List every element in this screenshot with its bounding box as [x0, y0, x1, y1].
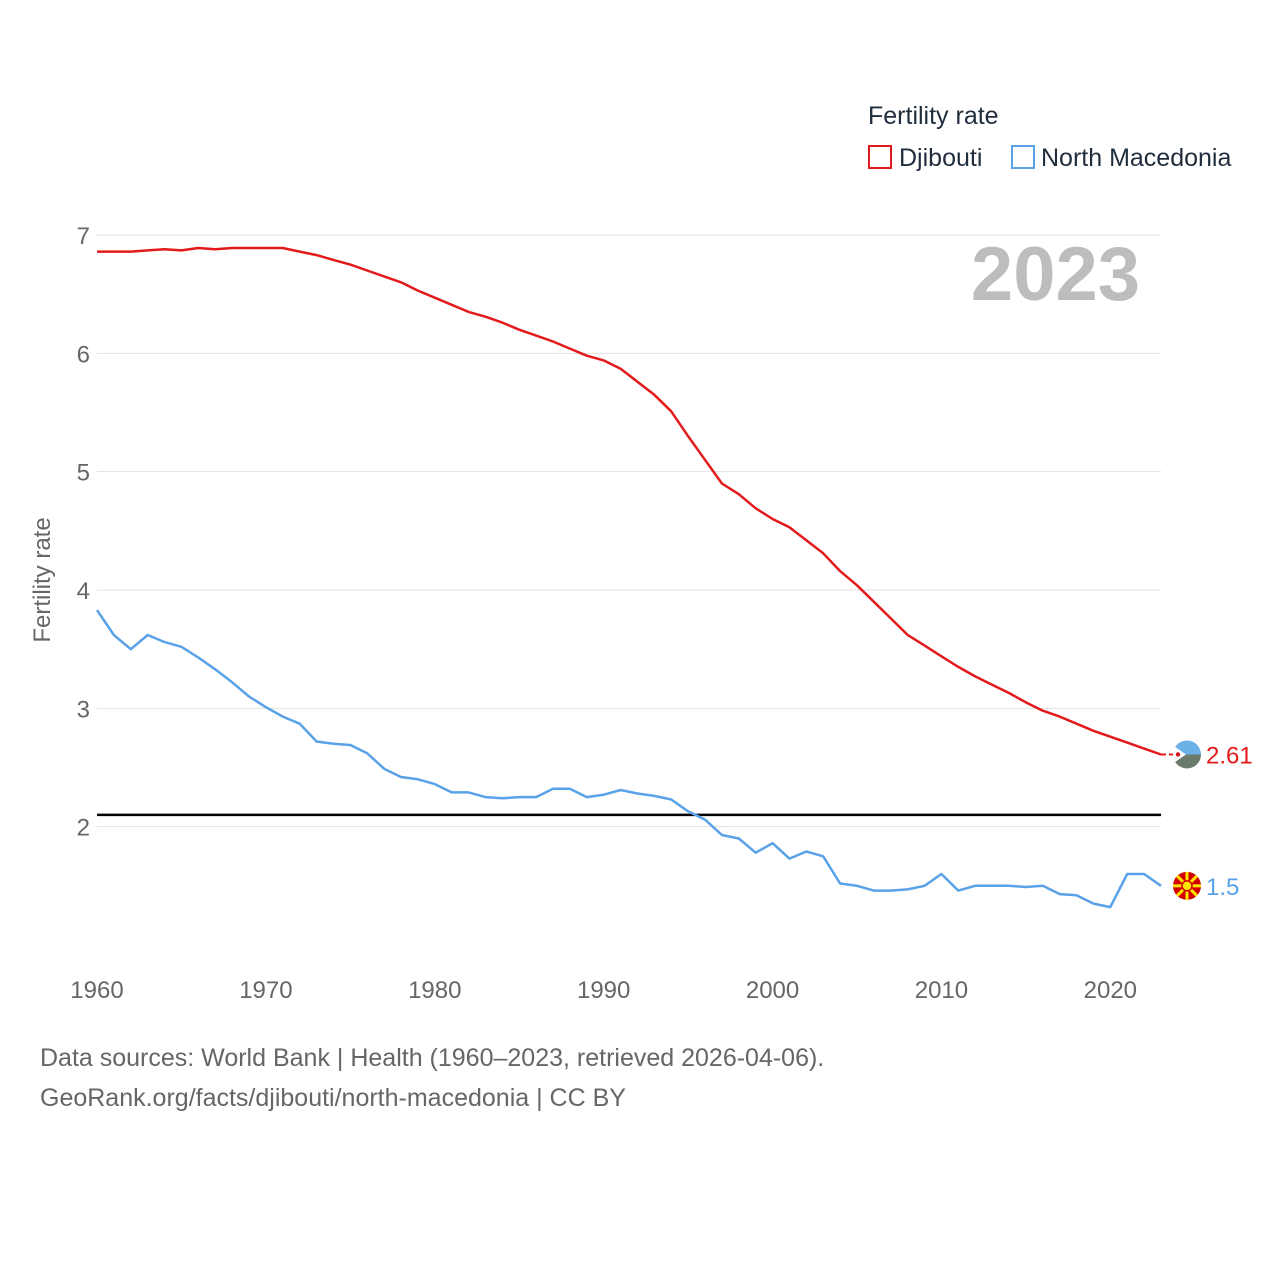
y-tick-label: 4 [77, 578, 90, 605]
x-tick-label: 1960 [70, 977, 123, 1004]
legend-swatch-djibouti[interactable] [868, 145, 892, 169]
y-tick-label: 3 [77, 696, 90, 723]
y-tick-label: 2 [77, 815, 90, 842]
y-tick-label: 6 [77, 341, 90, 368]
x-tick-label: 1970 [239, 977, 292, 1004]
x-tick-label: 2010 [915, 977, 968, 1004]
y-tick-label: 5 [77, 460, 90, 487]
source-line-2: GeoRank.org/facts/djibouti/north-macedon… [40, 1084, 626, 1112]
year-label: 2023 [971, 232, 1140, 317]
y-tick-label: 7 [77, 223, 90, 250]
y-axis-title: Fertility rate [29, 517, 56, 642]
legend-label-north-macedonia[interactable]: North Macedonia [1041, 144, 1231, 172]
flag-sun [1181, 880, 1193, 892]
x-tick-label: 1980 [408, 977, 461, 1004]
legend[interactable]: Fertility rate Djibouti North Macedonia [868, 102, 1231, 172]
end-value-label-djibouti: 2.61 [1206, 742, 1253, 769]
x-tick-label: 2020 [1084, 977, 1137, 1004]
end-value-label-north-macedonia: 1.5 [1206, 874, 1239, 901]
series-line-north-macedonia [95, 609, 1162, 909]
djibouti-flag-icon [1173, 740, 1201, 769]
y-axis-ticks: 2 3 4 5 6 7 [77, 223, 90, 842]
legend-swatch-north-macedonia[interactable] [1011, 145, 1035, 169]
flag-star [1175, 752, 1181, 757]
series-lines [95, 246, 1162, 909]
end-markers: 2.61 1.5 [1161, 740, 1253, 901]
grid-lines [97, 234, 1161, 828]
series-line-djibouti [97, 246, 1162, 756]
x-tick-label: 2000 [746, 977, 799, 1004]
legend-label-djibouti[interactable]: Djibouti [899, 144, 982, 172]
north-macedonia-flag-icon [1173, 871, 1201, 900]
source-line-1: Data sources: World Bank | Health (1960–… [40, 1044, 825, 1072]
legend-title: Fertility rate [868, 102, 999, 130]
x-axis-ticks: 1960 1970 1980 1990 2000 2010 2020 [70, 977, 1137, 1004]
x-tick-label: 1990 [577, 977, 630, 1004]
